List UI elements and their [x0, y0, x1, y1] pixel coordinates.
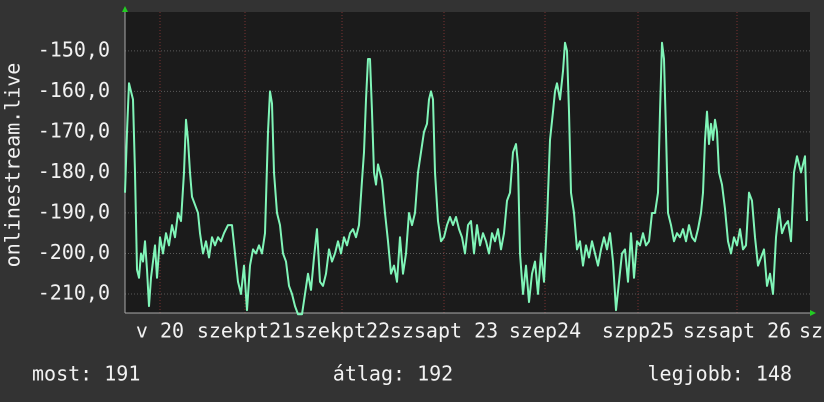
x-tick-label: szekpt22 [294, 319, 390, 343]
data-line [124, 41, 808, 316]
x-tick-label: szep24 [509, 319, 581, 343]
x-tick-label: szsapt 26 [683, 319, 791, 343]
plot-area [125, 12, 810, 313]
x-axis-arrow [810, 310, 816, 316]
x-tick-label: szekpt21 [197, 319, 293, 343]
y-tick-label: -210,0 [38, 280, 110, 304]
y-tick-label: -160,0 [38, 78, 110, 102]
legend-average: átlag: 192 [333, 362, 453, 386]
y-tick-label: -200,0 [38, 240, 110, 264]
y-axis-arrow [122, 6, 128, 12]
x-tick-label: v 20 [136, 319, 184, 343]
legend-best: legjobb: 148 [648, 362, 793, 386]
y-tick-label: -170,0 [38, 118, 110, 142]
x-tick-label: szsapt 23 [390, 319, 498, 343]
y-tick-label: -190,0 [38, 199, 110, 223]
y-axis-label: onlinestream.live [1, 63, 25, 268]
y-tick-label: -150,0 [38, 37, 110, 61]
x-tick-label: sz [799, 319, 823, 343]
legend-current: most: 191 [32, 362, 140, 386]
y-tick-label: -180,0 [38, 159, 110, 183]
x-tick-label: szpp25 [602, 319, 674, 343]
